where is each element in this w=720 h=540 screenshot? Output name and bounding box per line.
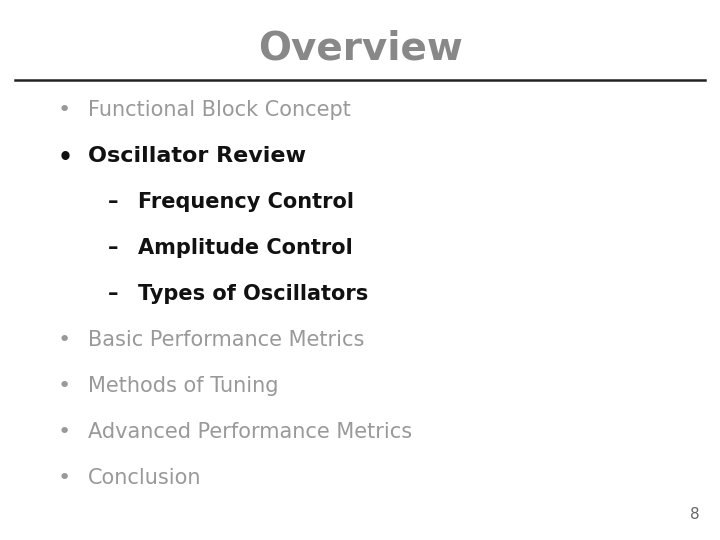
Text: Frequency Control: Frequency Control [138,192,354,212]
Text: –: – [108,238,119,258]
Text: Functional Block Concept: Functional Block Concept [88,100,351,120]
Text: •: • [58,330,71,350]
Text: Basic Performance Metrics: Basic Performance Metrics [88,330,364,350]
Text: Overview: Overview [258,30,462,68]
Text: 8: 8 [690,507,700,522]
Text: Methods of Tuning: Methods of Tuning [88,376,279,396]
Text: •: • [58,376,71,396]
Text: Types of Oscillators: Types of Oscillators [138,284,368,304]
Text: Conclusion: Conclusion [88,468,202,488]
Text: Oscillator Review: Oscillator Review [88,146,306,166]
Text: •: • [58,146,73,170]
Text: Advanced Performance Metrics: Advanced Performance Metrics [88,422,412,442]
Text: •: • [58,422,71,442]
Text: –: – [108,192,119,212]
Text: –: – [108,284,119,304]
Text: •: • [58,468,71,488]
Text: •: • [58,100,71,120]
Text: Amplitude Control: Amplitude Control [138,238,353,258]
